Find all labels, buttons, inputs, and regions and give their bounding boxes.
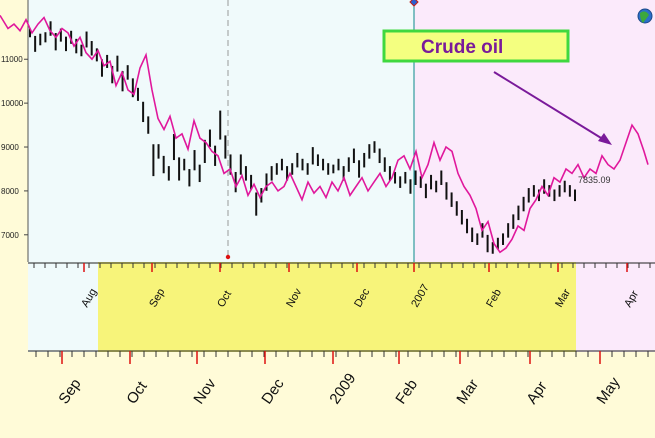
lower-axis-ticks: Sep Oct Nov Dec 2009 Feb Mar Apr May: [35, 351, 649, 408]
lower-axis-label: Nov: [190, 375, 220, 407]
last-value-label: 7835.09: [578, 175, 611, 185]
lower-axis-label: Dec: [258, 375, 288, 407]
globe-icon-land: [640, 11, 649, 23]
event-dot-icon: [225, 254, 231, 260]
annotation-label: Crude oil: [421, 37, 503, 58]
lower-axis-label: Apr: [523, 378, 550, 407]
y-tick-label: 7000: [1, 231, 19, 240]
y-tick-label: 8000: [1, 187, 19, 196]
cursor-handle-icon[interactable]: [409, 0, 419, 7]
upper-timeline-highlight: [98, 262, 576, 352]
lower-axis-label: Oct: [123, 378, 151, 408]
y-tick-label: 9000: [1, 143, 19, 152]
annotation-arrowhead: [598, 133, 612, 145]
lower-axis-label: Sep: [55, 376, 84, 408]
crude-oil-line-series: [0, 14, 649, 254]
crude-oil-line: [0, 14, 649, 254]
lower-axis-label: Feb: [392, 376, 421, 407]
upper-timeline-right: [576, 262, 655, 352]
lower-axis-label: 2009: [326, 370, 359, 407]
y-axis-ticks: 7000 8000 9000 10000 11000: [1, 55, 28, 240]
lower-axis-label: Mar: [453, 376, 482, 407]
y-tick-label: 10000: [1, 99, 24, 108]
annotation-arrow: [493, 71, 607, 142]
lower-axis-label: May: [593, 374, 623, 407]
y-tick-label: 11000: [1, 55, 23, 64]
annotation-box: [382, 29, 570, 63]
